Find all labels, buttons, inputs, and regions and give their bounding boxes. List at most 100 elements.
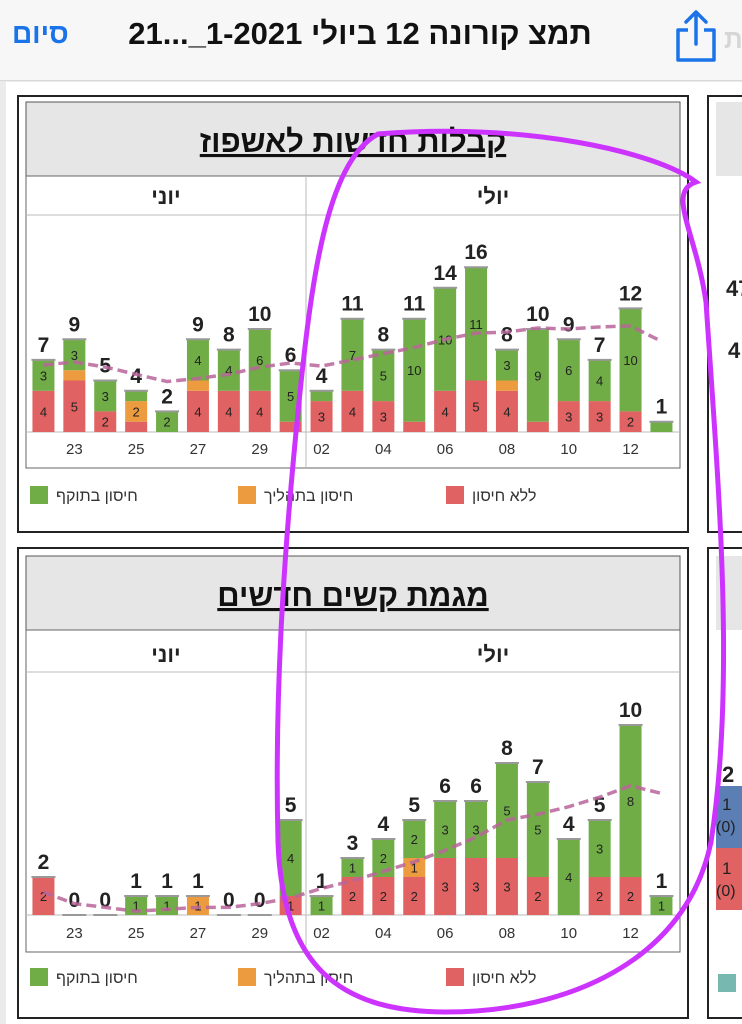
- segment-label: 4: [442, 404, 449, 419]
- legend-swatch: [446, 968, 464, 986]
- total-label: 8: [223, 324, 235, 347]
- total-label: 6: [470, 775, 482, 798]
- bar-segment: [465, 858, 488, 915]
- segment-label: 4: [225, 363, 232, 378]
- total-label: 12: [619, 282, 642, 305]
- total-label: 6: [285, 344, 297, 367]
- segment-label: 2: [411, 832, 418, 847]
- bar-segment: [465, 267, 488, 381]
- segment-label: 4: [287, 851, 294, 866]
- segment-label: 4: [596, 374, 603, 389]
- segment-label: 1: [163, 899, 170, 914]
- total-label: 10: [619, 699, 642, 722]
- bar-segment: [125, 896, 148, 915]
- total-label: 7: [532, 756, 544, 779]
- month-label-july: יולי: [477, 642, 510, 667]
- segment-label: 3: [596, 410, 603, 425]
- segment-label: 1: [318, 899, 325, 914]
- bar-segment: [465, 801, 488, 858]
- admissions-panel: קבלות חדשות לאשפוז יוני יולי 43753923524…: [17, 95, 689, 533]
- legend-label: חיסון בתוקף: [56, 488, 138, 505]
- peek-value: 47: [726, 276, 742, 301]
- segment-label: 2: [380, 851, 387, 866]
- segment-label: 3: [318, 410, 325, 425]
- adjacent-chart-peek: 47 4 2 1 (0) 1 (0): [707, 95, 742, 1019]
- total-label: 14: [433, 262, 457, 285]
- x-tick-label: 25: [128, 925, 145, 942]
- bar-segment: [495, 858, 518, 915]
- bar-segment: [434, 801, 457, 858]
- total-label: 3: [347, 832, 359, 855]
- bar-segment: [557, 839, 580, 915]
- segment-label: 1: [658, 899, 665, 914]
- segment-label: 4: [194, 353, 201, 368]
- segment-label: 7: [349, 348, 356, 363]
- segment-label: 9: [534, 368, 541, 383]
- bar-segment: [341, 877, 364, 915]
- legend-swatch: [238, 486, 256, 504]
- bar-segment: [125, 390, 148, 402]
- total-label: 2: [38, 851, 50, 874]
- total-label: 0: [254, 889, 266, 912]
- bar-segment: [125, 401, 148, 422]
- peek-value: 2: [722, 762, 734, 787]
- total-label: 7: [38, 334, 50, 357]
- legend-label: ללא חיסון: [472, 487, 536, 505]
- bar-segment: [186, 339, 209, 381]
- peek-value: (0): [716, 819, 736, 836]
- total-label: 4: [316, 365, 328, 388]
- bar-segment: [310, 390, 333, 402]
- segment-label: 2: [163, 415, 170, 430]
- x-tick-label: 10: [560, 441, 577, 458]
- bar-segment: [619, 411, 642, 432]
- segment-label: 3: [442, 823, 449, 838]
- bar-segment: [495, 763, 518, 858]
- bar-segment: [495, 349, 518, 381]
- share-button[interactable]: [668, 4, 724, 64]
- segment-label: 3: [472, 823, 479, 838]
- segment-label: 2: [133, 404, 140, 419]
- segment-label: 2: [411, 889, 418, 904]
- bar-segment: [63, 370, 86, 381]
- bar-segment: [279, 820, 302, 896]
- total-label: 8: [378, 324, 390, 347]
- segment-label: 3: [40, 368, 47, 383]
- total-label: 5: [285, 794, 297, 817]
- bar-segment: [248, 329, 271, 391]
- segment-label: 10: [623, 353, 637, 368]
- done-button[interactable]: סיום: [12, 18, 69, 49]
- bar-segment: [94, 411, 117, 432]
- share-icon: [676, 10, 716, 62]
- total-label: 11: [403, 293, 426, 316]
- peek-value: 1: [722, 859, 731, 878]
- bar-segment: [186, 896, 209, 915]
- segment-label: 6: [565, 363, 572, 378]
- bar-segment: [372, 839, 395, 877]
- bar-segment: [588, 359, 611, 402]
- segment-label: 3: [442, 880, 449, 895]
- bar-segment: [403, 421, 426, 432]
- bar-segment: [526, 877, 549, 915]
- segment-label: 5: [287, 389, 294, 404]
- segment-label: 2: [627, 889, 634, 904]
- bar-segment: [495, 390, 518, 432]
- segment-label: 3: [102, 389, 109, 404]
- highlight-annotation: [274, 128, 727, 1015]
- segment-label: 1: [349, 861, 356, 876]
- segment-label: 5: [503, 804, 510, 819]
- bar-segment: [372, 401, 395, 432]
- chart-title: מגמת קשים חדשים: [217, 578, 488, 613]
- segment-label: 3: [71, 348, 78, 363]
- total-label: 4: [130, 365, 142, 388]
- segment-label: 6: [256, 353, 263, 368]
- total-label: 7: [594, 334, 606, 357]
- legend-swatch: [30, 486, 48, 504]
- bar-segment: [526, 782, 549, 877]
- segment-label: 2: [627, 415, 634, 430]
- segment-label: 1: [411, 861, 418, 876]
- peek-value: (0): [716, 883, 736, 900]
- total-label: 6: [439, 775, 451, 798]
- total-label: 1: [656, 870, 668, 893]
